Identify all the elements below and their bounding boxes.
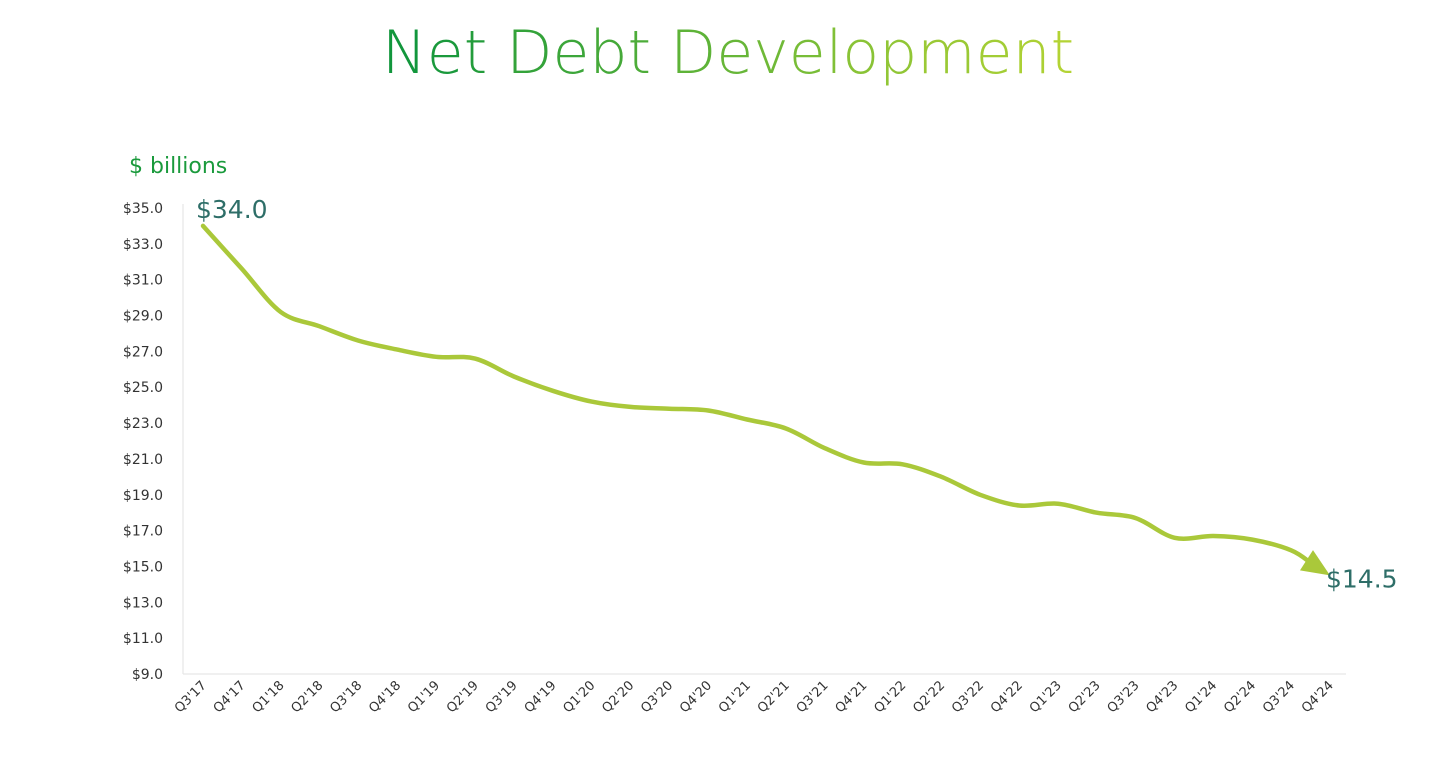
title-letter: N: [381, 18, 427, 88]
x-tick-label: Q3'17: [172, 678, 210, 716]
title-letter: b: [589, 18, 628, 88]
x-tick-label: Q1'22: [871, 678, 909, 716]
x-tick-label: Q2'19: [444, 678, 482, 716]
y-tick-label: $29.0: [123, 309, 163, 325]
series-line: [200, 223, 1314, 566]
title-letter: e: [716, 18, 754, 88]
y-tick-label: $27.0: [123, 344, 163, 360]
y-tick-label: $33.0: [123, 237, 163, 253]
title-letter: o: [842, 18, 880, 88]
y-tick-label: $19.0: [123, 488, 163, 504]
title-letter: e: [975, 18, 1013, 88]
title-letter: t: [1050, 18, 1075, 88]
y-tick-label: $9.0: [132, 667, 163, 683]
y-tick-label: $13.0: [123, 595, 163, 611]
x-tick-label: Q1'19: [405, 678, 443, 716]
title-letter: e: [788, 18, 826, 88]
x-tick-label: Q2'23: [1066, 678, 1104, 716]
title-letter: v: [753, 18, 789, 88]
title-letter: e: [552, 18, 590, 88]
y-tick-label: $23.0: [123, 416, 163, 432]
x-tick-label: Q3'19: [483, 678, 521, 716]
x-tick-label: Q4'19: [522, 678, 560, 716]
y-tick-label: $35.0: [123, 201, 163, 217]
x-tick-label: Q3'22: [949, 678, 987, 716]
x-tick-label: Q4'22: [988, 678, 1026, 716]
y-tick-label: $21.0: [123, 452, 163, 468]
x-tick-label: Q4'21: [833, 678, 871, 716]
y-axis: $35.0 $33.0 $31.0 $29.0 $27.0 $25.0 $23.0 $21.0…: [123, 201, 184, 683]
title-letter: t: [627, 18, 652, 88]
x-tick-label: Q2'18: [288, 678, 326, 716]
title-letter: l: [825, 18, 843, 88]
y-tick-label: $15.0: [123, 559, 163, 575]
annotations-layer: $34.0 $14.5: [196, 195, 1398, 594]
series-end-arrow: [1299, 550, 1330, 576]
x-tick-label: Q4'17: [211, 678, 249, 716]
title-letter: D: [670, 18, 717, 88]
series-layer: [200, 223, 1330, 576]
y-axis-unit-label: $ billions: [129, 154, 228, 179]
x-tick-label: Q3'21: [794, 678, 832, 716]
x-tick-label: Q1'18: [250, 678, 288, 716]
x-tick-label: Q2'21: [755, 678, 793, 716]
x-tick-label: Q4'20: [677, 678, 715, 716]
x-tick-label: Q3'20: [638, 678, 676, 716]
x-tick-label: Q1'24: [1182, 678, 1220, 716]
y-tick-label: $11.0: [123, 631, 163, 647]
x-tick-label: Q3'24: [1260, 678, 1298, 716]
x-tick-label: Q1'20: [561, 678, 599, 716]
title-letter: D: [506, 18, 553, 88]
x-tick-label: Q2'24: [1221, 678, 1259, 716]
title-letter: p: [879, 18, 918, 88]
x-tick-label: Q2'20: [599, 678, 637, 716]
data-label: $14.5: [1326, 564, 1398, 593]
title-letter: e: [426, 18, 464, 88]
title-letter: n: [1012, 18, 1051, 88]
y-tick-label: $25.0: [123, 380, 163, 396]
title-letter: t: [463, 18, 488, 88]
x-tick-label: Q4'18: [366, 678, 404, 716]
x-tick-label: Q1'21: [716, 678, 754, 716]
x-tick-label: Q4'23: [1143, 678, 1181, 716]
x-tick-label: Q3'23: [1105, 678, 1143, 716]
x-tick-label: Q2'22: [910, 678, 948, 716]
title-letter: m: [917, 18, 976, 88]
x-tick-label: Q4'24: [1299, 678, 1337, 716]
x-axis: Q3'17 Q4'17 Q1'18 Q2'18 Q3'18 Q4'18 Q1'19 Q2'19…: [172, 673, 1346, 716]
y-tick-label: $17.0: [123, 524, 163, 540]
x-tick-label: Q3'18: [327, 678, 365, 716]
y-tick-label: $31.0: [123, 273, 163, 289]
data-label: $34.0: [196, 195, 268, 224]
x-tick-label: Q1'23: [1027, 678, 1065, 716]
chart-title: Net Debt Development: [0, 18, 1456, 88]
